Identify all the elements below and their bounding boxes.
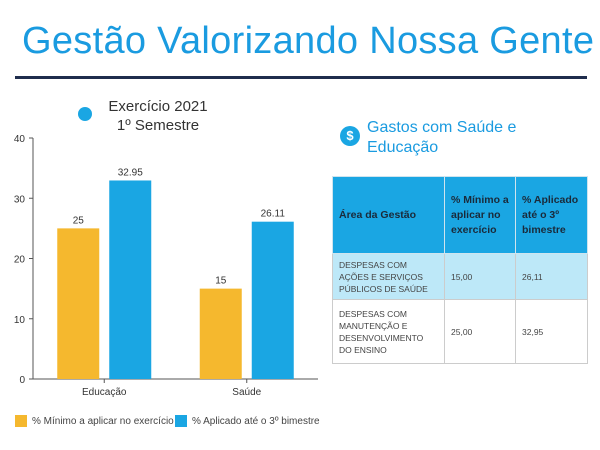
legend-label-aplicado: % Aplicado até o 3º bimestre: [192, 415, 320, 427]
table-row: DESPESAS COM AÇÕES E SERVIÇOS PÚBLICOS D…: [332, 253, 588, 300]
table-row: DESPESAS COM MANUTENÇÃO E DESENVOLVIMENT…: [332, 299, 588, 364]
y-tick-label: 40: [14, 134, 26, 145]
section-title: Gastos com Saúde e Educação: [367, 119, 517, 156]
page-title: Gestão Valorizando Nossa Gente: [22, 20, 595, 62]
table-header-aplicado: % Aplicado até o 3º bimestre: [515, 176, 588, 254]
table-cell: DESPESAS COM AÇÕES E SERVIÇOS PÚBLICOS D…: [332, 253, 445, 300]
table-header-minimo: % Mínimo a aplicar no exercício: [444, 176, 516, 254]
bar: [251, 221, 294, 379]
title-divider: [15, 76, 587, 79]
table-cell: 32,95: [515, 299, 588, 364]
legend-item-aplicado: % Aplicado até o 3º bimestre: [175, 415, 320, 427]
table-cell: 25,00: [444, 299, 516, 364]
data-label: 32.95: [118, 167, 143, 178]
table-header-row: Área da Gestão % Mínimo a aplicar no exe…: [332, 176, 588, 254]
chart-title: Exercício 2021 1º Semestre: [108, 98, 208, 134]
table-cell: 26,11: [515, 253, 588, 300]
data-label: 26.11: [261, 209, 286, 220]
spending-table: Área da Gestão % Mínimo a aplicar no exe…: [332, 176, 588, 364]
dollar-icon: $: [340, 126, 360, 146]
y-tick-label: 30: [14, 194, 26, 205]
bar: [199, 288, 242, 379]
table-cell: DESPESAS COM MANUTENÇÃO E DESENVOLVIMENT…: [332, 299, 445, 364]
x-tick-label: Saúde: [232, 387, 261, 398]
bar: [109, 180, 152, 379]
bar: [57, 228, 100, 379]
y-tick-label: 10: [14, 315, 26, 326]
legend-swatch-yellow: [15, 415, 27, 427]
legend-item-minimo: % Mínimo a aplicar no exercício: [15, 415, 174, 427]
legend-swatch-blue: [175, 415, 187, 427]
table-cell: 15,00: [444, 253, 516, 300]
circle-bullet-icon: [78, 107, 92, 121]
data-label: 25: [73, 215, 85, 226]
legend-label-minimo: % Mínimo a aplicar no exercício: [32, 415, 174, 427]
x-tick-label: Educação: [82, 387, 127, 398]
bar-chart: 0 10 20 30 40 Educação 25 32.95 Saúde 15 26.11: [14, 134, 318, 398]
y-tick-label: 0: [19, 375, 25, 386]
data-label: 15: [215, 276, 227, 287]
y-tick-label: 20: [14, 255, 26, 266]
table-header-area: Área da Gestão: [332, 176, 445, 254]
